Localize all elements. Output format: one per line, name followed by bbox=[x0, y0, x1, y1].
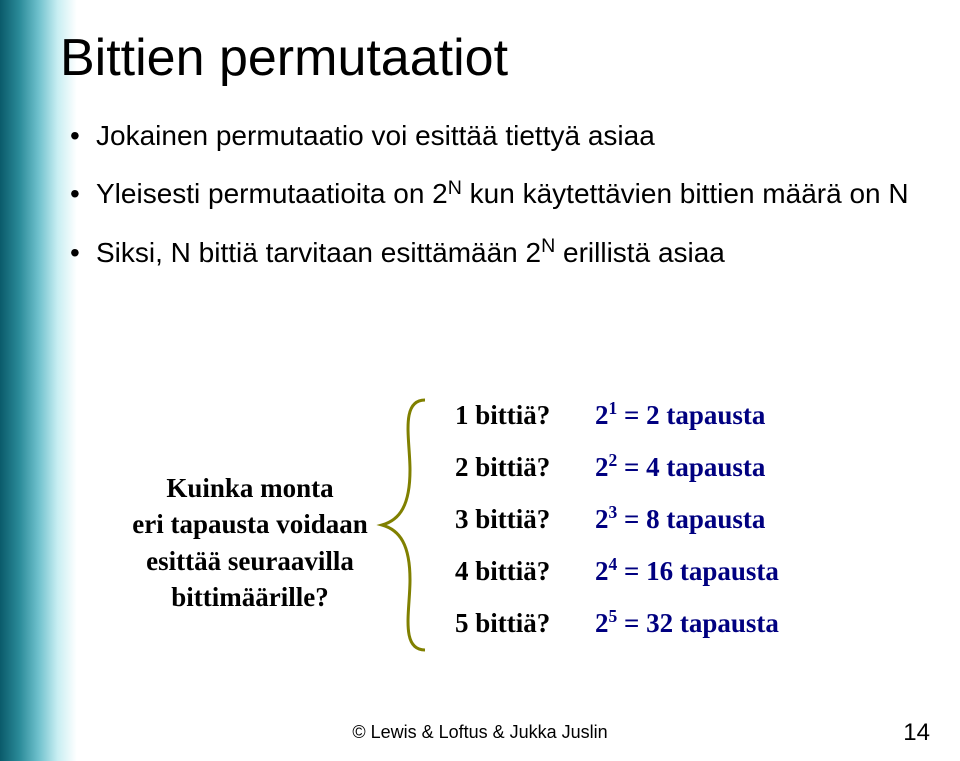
row-res: 8 tapausta bbox=[646, 504, 765, 534]
bullet-3-pre: Siksi, N bittiä tarvitaan esittämään 2 bbox=[96, 237, 541, 268]
bullet-2: Yleisesti permutaatioita on 2N kun käyte… bbox=[70, 176, 920, 212]
row-base: 2 bbox=[595, 556, 609, 586]
row-res: 4 tapausta bbox=[646, 452, 765, 482]
result-row: 3 bittiä? 23 = 8 tapausta bbox=[455, 504, 779, 556]
page-number: 14 bbox=[903, 719, 930, 747]
question-l2: eri tapausta voidaan bbox=[132, 509, 368, 539]
row-res: 16 tapausta bbox=[646, 556, 779, 586]
result-rows: 1 bittiä? 21 = 2 tapausta 2 bittiä? 22 =… bbox=[455, 400, 779, 660]
row-exp: 1 bbox=[609, 398, 618, 418]
bullet-3-sup: N bbox=[541, 235, 555, 257]
bullet-2-sup: N bbox=[448, 177, 462, 199]
row-right: 22 = 4 tapausta bbox=[595, 452, 765, 483]
question-l3: esittää seuraavilla bbox=[146, 546, 354, 576]
row-left: 2 bittiä? bbox=[455, 452, 595, 483]
row-exp: 4 bbox=[609, 554, 618, 574]
bullet-2-pre: Yleisesti permutaatioita on 2 bbox=[96, 178, 448, 209]
result-row: 5 bittiä? 25 = 32 tapausta bbox=[455, 608, 779, 660]
row-right: 24 = 16 tapausta bbox=[595, 556, 779, 587]
bullet-1-text: Jokainen permutaatio voi esittää tiettyä… bbox=[96, 120, 655, 151]
question-label: Kuinka monta eri tapausta voidaan esittä… bbox=[100, 470, 400, 616]
row-right: 23 = 8 tapausta bbox=[595, 504, 765, 535]
row-right: 25 = 32 tapausta bbox=[595, 608, 779, 639]
row-base: 2 bbox=[595, 452, 609, 482]
row-res: 2 tapausta bbox=[646, 400, 765, 430]
bullet-3-post: erillistä asiaa bbox=[555, 237, 725, 268]
row-eq: = bbox=[617, 556, 646, 586]
row-left: 4 bittiä? bbox=[455, 556, 595, 587]
bullet-3: Siksi, N bittiä tarvitaan esittämään 2N … bbox=[70, 235, 920, 271]
question-l4: bittimäärille? bbox=[171, 582, 328, 612]
question-l1: Kuinka monta bbox=[166, 473, 333, 503]
row-right: 21 = 2 tapausta bbox=[595, 400, 765, 431]
bullet-1: Jokainen permutaatio voi esittää tiettyä… bbox=[70, 118, 920, 154]
result-row: 4 bittiä? 24 = 16 tapausta bbox=[455, 556, 779, 608]
slide-title: Bittien permutaatiot bbox=[60, 28, 920, 88]
row-eq: = bbox=[617, 452, 646, 482]
row-exp: 3 bbox=[609, 502, 618, 522]
row-base: 2 bbox=[595, 400, 609, 430]
row-left: 1 bittiä? bbox=[455, 400, 595, 431]
row-left: 5 bittiä? bbox=[455, 608, 595, 639]
row-eq: = bbox=[617, 400, 646, 430]
bullet-list: Jokainen permutaatio voi esittää tiettyä… bbox=[70, 118, 920, 271]
row-left: 3 bittiä? bbox=[455, 504, 595, 535]
result-row: 1 bittiä? 21 = 2 tapausta bbox=[455, 400, 779, 452]
row-base: 2 bbox=[595, 608, 609, 638]
row-res: 32 tapausta bbox=[646, 608, 779, 638]
row-base: 2 bbox=[595, 504, 609, 534]
footer-copyright: © Lewis & Loftus & Jukka Juslin bbox=[0, 722, 960, 743]
row-exp: 5 bbox=[609, 606, 618, 626]
row-exp: 2 bbox=[609, 450, 618, 470]
bullet-2-post: kun käytettävien bittien määrä on N bbox=[462, 178, 909, 209]
row-eq: = bbox=[617, 504, 646, 534]
result-row: 2 bittiä? 22 = 4 tapausta bbox=[455, 452, 779, 504]
slide-content: Bittien permutaatiot Jokainen permutaati… bbox=[0, 0, 960, 761]
row-eq: = bbox=[617, 608, 646, 638]
